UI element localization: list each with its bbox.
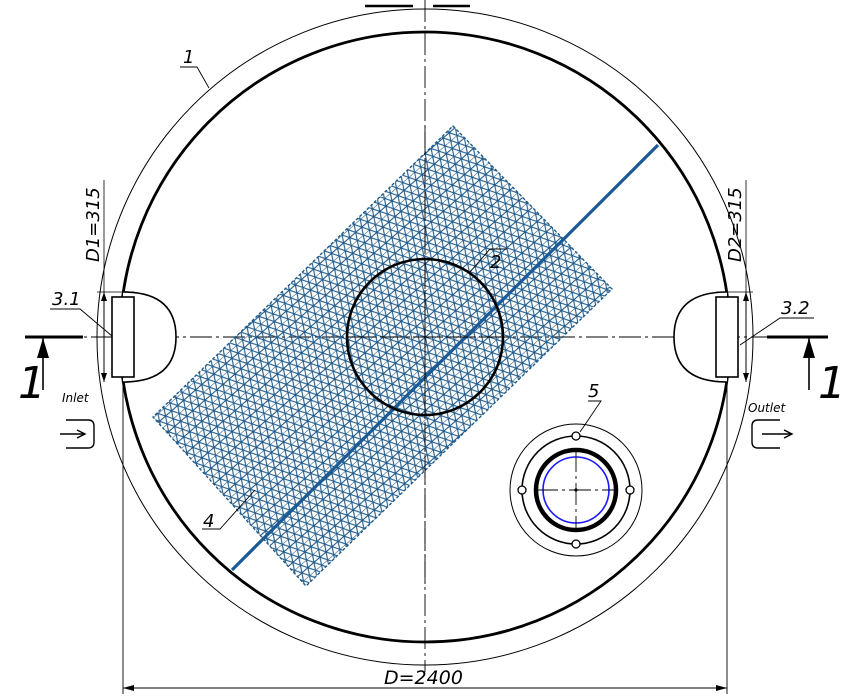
diameter-label: D=2400 [384, 667, 463, 689]
inspection-manhole [509, 423, 643, 557]
label-item-5: 5 [588, 381, 599, 402]
section-arrow-right [767, 335, 828, 390]
label-item-3-1: 3.1 [52, 289, 81, 310]
outlet-flow-symbol [751, 419, 794, 449]
mesh-filter [152, 125, 660, 588]
outlet-pipe [673, 180, 753, 383]
label-item-4: 4 [203, 511, 214, 532]
diameter-dimension [122, 382, 728, 694]
section-label-right: 1 [818, 358, 842, 409]
central-shaft [345, 257, 505, 417]
inlet-diameter-label: D1=315 [83, 187, 104, 262]
outlet-label: Outlet [748, 401, 786, 415]
section-label-left: 1 [18, 358, 46, 409]
mesh-bar [230, 143, 660, 572]
outlet-diameter-label: D2=315 [725, 187, 746, 262]
inlet-label: Inlet [62, 391, 90, 405]
label-item-1: 1 [183, 47, 194, 68]
label-item-3-2: 3.2 [781, 298, 810, 319]
label-item-2: 2 [490, 252, 501, 273]
label-underlines [50, 308, 814, 319]
inlet-pipe [97, 180, 177, 383]
inlet-flow-symbol [60, 419, 95, 449]
section-arrow-left [25, 335, 83, 390]
